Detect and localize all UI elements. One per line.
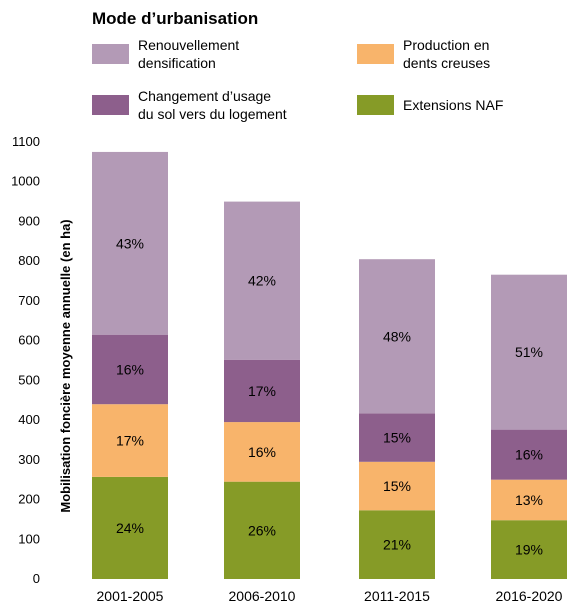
bar-value-label: 16% bbox=[116, 361, 144, 377]
x-category-label: 2006-2010 bbox=[229, 588, 296, 604]
legend-label-2: Production en bbox=[403, 37, 489, 53]
bar-value-label: 16% bbox=[248, 444, 276, 460]
bar-segment bbox=[224, 422, 300, 482]
bar-segment bbox=[359, 461, 435, 511]
bar-segment bbox=[491, 274, 567, 430]
bar-segment bbox=[92, 151, 168, 335]
legend-swatch-1 bbox=[92, 44, 129, 64]
bar-segment bbox=[491, 429, 567, 480]
bar-value-label: 15% bbox=[383, 478, 411, 494]
bar-segment bbox=[359, 413, 435, 462]
legend-label-2: dents creuses bbox=[403, 55, 490, 71]
bar-value-label: 26% bbox=[248, 522, 276, 538]
y-tick-label: 900 bbox=[18, 213, 40, 228]
x-category-label: 2011-2015 bbox=[364, 588, 430, 604]
x-category-label: 2016-2020 bbox=[496, 588, 563, 604]
legend-swatch-4 bbox=[357, 95, 394, 115]
y-axis-title: Mobilisation foncière moyenne annuelle (… bbox=[58, 219, 73, 512]
bar-segment bbox=[491, 520, 567, 579]
bar-value-label: 24% bbox=[116, 520, 144, 536]
y-tick-label: 1000 bbox=[11, 174, 40, 189]
legend: Mode d’urbanisation Renouvellement densif… bbox=[92, 9, 503, 122]
bar-value-label: 19% bbox=[515, 542, 543, 558]
legend-swatch-3 bbox=[92, 95, 129, 115]
y-tick-label: 200 bbox=[18, 492, 40, 507]
bar-segment bbox=[92, 476, 168, 579]
y-tick-label: 700 bbox=[18, 293, 40, 308]
legend-label-4: Extensions NAF bbox=[403, 97, 503, 113]
y-tick-label: 1100 bbox=[12, 134, 40, 149]
y-tick-label: 300 bbox=[18, 452, 40, 467]
bar-value-label: 16% bbox=[515, 447, 543, 463]
legend-label-3: du sol vers du logement bbox=[138, 106, 287, 122]
y-tick-label: 500 bbox=[18, 372, 40, 387]
y-tick-label: 400 bbox=[18, 412, 40, 427]
bar-value-label: 43% bbox=[116, 235, 144, 251]
bar-segment bbox=[359, 259, 435, 414]
plot-area: 0 100 200 300 400 500 600 700 800 900 1000 1100 24% 1… bbox=[11, 134, 567, 604]
bar-segment bbox=[224, 201, 300, 360]
bar-value-label: 48% bbox=[383, 328, 411, 344]
bar-value-label: 21% bbox=[383, 537, 411, 553]
bar-segment bbox=[359, 510, 435, 579]
bar-segment bbox=[224, 359, 300, 423]
y-tick-label: 800 bbox=[18, 253, 40, 268]
bar-segment bbox=[92, 404, 168, 477]
legend-label-1: Renouvellement bbox=[138, 37, 239, 53]
bar-segment bbox=[224, 481, 300, 579]
bar-value-label: 13% bbox=[515, 492, 543, 508]
y-tick-label: 600 bbox=[18, 333, 40, 348]
bar-value-label: 51% bbox=[515, 344, 543, 360]
bar-value-label: 42% bbox=[248, 273, 276, 289]
legend-label-1: densification bbox=[138, 55, 216, 71]
bar-segment bbox=[92, 334, 168, 405]
legend-swatch-2 bbox=[357, 44, 394, 64]
bar-value-label: 15% bbox=[383, 430, 411, 446]
x-category-label: 2001-2005 bbox=[97, 588, 164, 604]
legend-title: Mode d’urbanisation bbox=[92, 9, 258, 28]
legend-label-3: Changement d’usage bbox=[138, 88, 271, 104]
bar-value-label: 17% bbox=[248, 383, 276, 399]
bar-value-label: 17% bbox=[116, 433, 144, 449]
y-tick-label: 0 bbox=[33, 571, 40, 586]
y-tick-label: 100 bbox=[18, 531, 40, 546]
bar-segment bbox=[491, 479, 567, 521]
